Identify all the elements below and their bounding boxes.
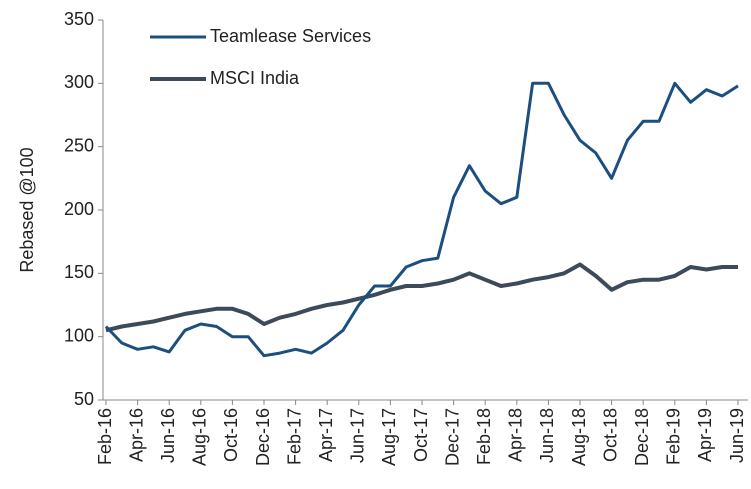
x-tick-label: Feb-16 <box>95 408 115 465</box>
y-tick-label: 50 <box>74 389 94 409</box>
x-tick-label: Jun-18 <box>537 408 557 463</box>
x-tick-label: Aug-16 <box>190 408 210 466</box>
x-tick-label: Feb-18 <box>474 408 494 465</box>
legend-label: Teamlease Services <box>210 26 371 46</box>
series-line <box>104 81 739 358</box>
x-tick-label: Feb-17 <box>284 408 304 465</box>
x-tick-label: Dec-16 <box>253 408 273 466</box>
x-tick-label: Dec-17 <box>442 408 462 466</box>
x-tick-label: Oct-18 <box>600 408 620 462</box>
y-tick-label: 300 <box>64 72 94 92</box>
x-tick-label: Feb-19 <box>664 408 684 465</box>
y-tick-label: 150 <box>64 262 94 282</box>
series-line <box>105 262 738 333</box>
x-tick-label: Jun-16 <box>158 408 178 463</box>
x-tick-label: Oct-16 <box>221 408 241 462</box>
x-tick-label: Apr-19 <box>695 408 715 462</box>
y-tick-label: 250 <box>64 135 94 155</box>
x-tick-label: Jun-19 <box>727 408 747 463</box>
legend-label: MSCI India <box>210 68 300 88</box>
x-tick-label: Aug-17 <box>379 408 399 466</box>
y-tick-label: 200 <box>64 199 94 219</box>
y-tick-label: 350 <box>64 9 94 29</box>
x-tick-label: Apr-17 <box>316 408 336 462</box>
x-tick-label: Apr-16 <box>126 408 146 462</box>
y-axis-label: Rebased @100 <box>17 147 37 272</box>
x-tick-label: Aug-18 <box>569 408 589 466</box>
x-tick-label: Apr-18 <box>506 408 526 462</box>
x-tick-label: Oct-17 <box>411 408 431 462</box>
y-tick-label: 100 <box>64 325 94 345</box>
x-tick-label: Jun-17 <box>348 408 368 463</box>
x-tick-label: Dec-18 <box>632 408 652 466</box>
